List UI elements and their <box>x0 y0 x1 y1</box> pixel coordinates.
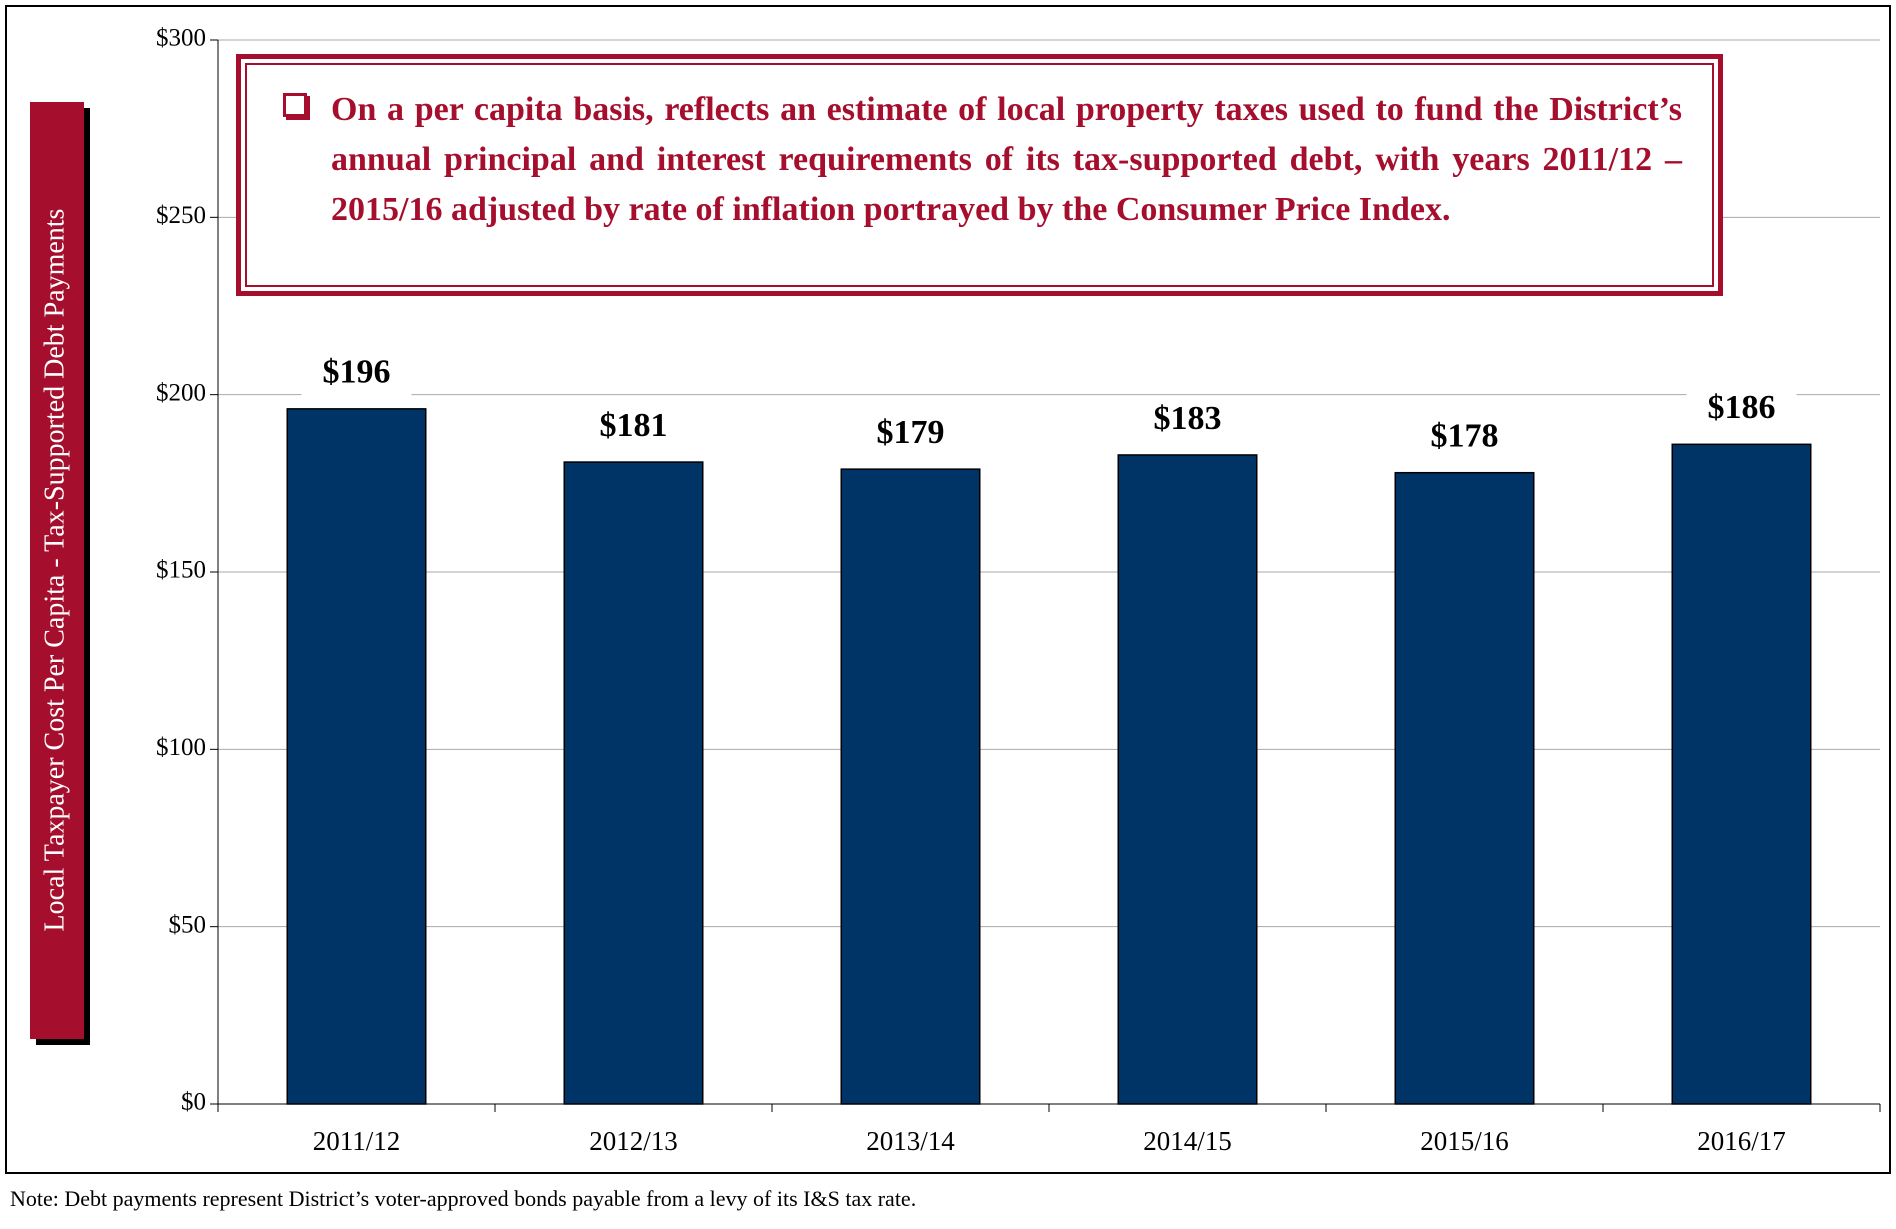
y-tick-label: $50 <box>169 911 207 938</box>
value-label-bg <box>855 411 966 458</box>
bar <box>563 461 704 1105</box>
x-tick-label: 2012/13 <box>589 1126 678 1156</box>
bullet <box>283 93 307 117</box>
annotation-box: On a per capita basis, reflects an estim… <box>236 54 1723 296</box>
value-label-bg <box>578 404 689 451</box>
x-tick-label: 2014/15 <box>1143 1126 1232 1156</box>
value-label: $181 <box>600 407 668 444</box>
axis-label-box <box>30 102 84 1039</box>
x-tick-label: 2013/14 <box>866 1126 955 1156</box>
x-tick-label: 2016/17 <box>1697 1126 1786 1156</box>
bar <box>286 408 427 1105</box>
note: Note: Debt payments represent District’s… <box>10 1186 917 1211</box>
value-label-bg <box>1132 396 1243 443</box>
value-label: $183 <box>1154 400 1222 437</box>
value-label: $186 <box>1708 389 1776 426</box>
bar <box>1394 471 1535 1105</box>
bar <box>1671 443 1812 1105</box>
value-label: $178 <box>1431 417 1499 454</box>
y-tick-label: $300 <box>156 25 206 52</box>
y-axis-label: Local Taxpayer Cost Per Capita - Tax-Sup… <box>39 209 70 932</box>
bar <box>840 468 981 1105</box>
y-tick-label: $100 <box>156 734 206 761</box>
y-tick-label: $200 <box>156 379 206 406</box>
bar <box>1117 454 1258 1105</box>
value-label-bg <box>1686 386 1797 433</box>
y-tick-label: $150 <box>156 557 206 584</box>
annotation-inner: On a per capita basis, reflects an estim… <box>245 63 1714 287</box>
value-label-bg <box>1409 414 1520 461</box>
value-label: $179 <box>877 414 945 451</box>
value-label-bg <box>301 350 412 397</box>
x-tick-label: 2011/12 <box>313 1126 401 1156</box>
value-label: $196 <box>323 354 391 391</box>
annotation: On a per capita basis, reflects an estim… <box>331 91 1682 228</box>
y-tick-label: $250 <box>156 202 206 229</box>
y-tick-label: $0 <box>181 1089 206 1116</box>
x-tick-label: 2015/16 <box>1420 1126 1509 1156</box>
